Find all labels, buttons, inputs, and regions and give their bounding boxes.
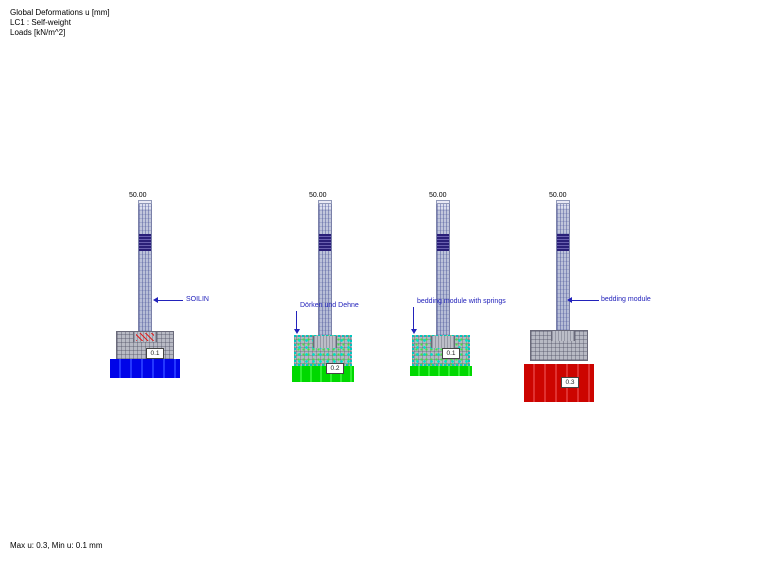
pier-column bbox=[318, 200, 332, 336]
column-cap bbox=[138, 200, 152, 204]
level-label: 50.00 bbox=[549, 192, 567, 199]
deformation-value: 0.2 bbox=[326, 363, 344, 374]
leader-arrow-icon bbox=[153, 297, 158, 303]
leader-line bbox=[413, 307, 414, 329]
header-load-units: Loads [kN/m^2] bbox=[10, 28, 66, 37]
model-label-soilin: SOILIN bbox=[186, 296, 209, 303]
result-summary: Max u: 0.3, Min u: 0.1 mm bbox=[10, 541, 103, 550]
header-load-case: LC1 : Self-weight bbox=[10, 18, 71, 27]
mesh-band bbox=[437, 234, 449, 251]
model-label-bedding: bedding module bbox=[601, 296, 651, 303]
column-cap bbox=[436, 200, 450, 204]
soil-block-green bbox=[410, 366, 472, 376]
column-cap bbox=[318, 200, 332, 204]
column-pedestal bbox=[551, 331, 575, 341]
column-cap bbox=[556, 200, 570, 204]
soil-block-soilin bbox=[110, 359, 180, 378]
level-label: 50.00 bbox=[429, 192, 447, 199]
leader-line bbox=[157, 300, 183, 301]
pier-column bbox=[138, 200, 152, 332]
column-pedestal bbox=[313, 336, 337, 348]
support-marks bbox=[136, 333, 154, 341]
deformation-value: 0.3 bbox=[561, 377, 579, 388]
mesh-band bbox=[139, 234, 151, 251]
level-label: 50.00 bbox=[309, 192, 327, 199]
leader-line bbox=[571, 300, 599, 301]
column-pedestal bbox=[431, 336, 455, 348]
soil-block-red bbox=[524, 364, 594, 402]
header-result-type: Global Deformations u [mm] bbox=[10, 8, 110, 17]
deformation-value: 0.1 bbox=[442, 348, 460, 359]
plot-header: Global Deformations u [mm] LC1 : Self-we… bbox=[10, 8, 110, 38]
mesh-band bbox=[319, 234, 331, 251]
deformation-value: 0.1 bbox=[146, 348, 164, 359]
leader-line bbox=[296, 311, 297, 329]
soil-block-green bbox=[292, 366, 354, 382]
leader-arrow-icon bbox=[294, 329, 300, 334]
model-label-doerken: Dörken und Dehne bbox=[300, 302, 359, 309]
model-label-bedding-springs: bedding module with springs bbox=[417, 298, 506, 305]
pier-column bbox=[436, 200, 450, 336]
pier-column bbox=[556, 200, 570, 331]
level-label: 50.00 bbox=[129, 192, 147, 199]
mesh-band bbox=[557, 234, 569, 251]
leader-arrow-icon bbox=[567, 297, 572, 303]
leader-arrow-icon bbox=[411, 329, 417, 334]
